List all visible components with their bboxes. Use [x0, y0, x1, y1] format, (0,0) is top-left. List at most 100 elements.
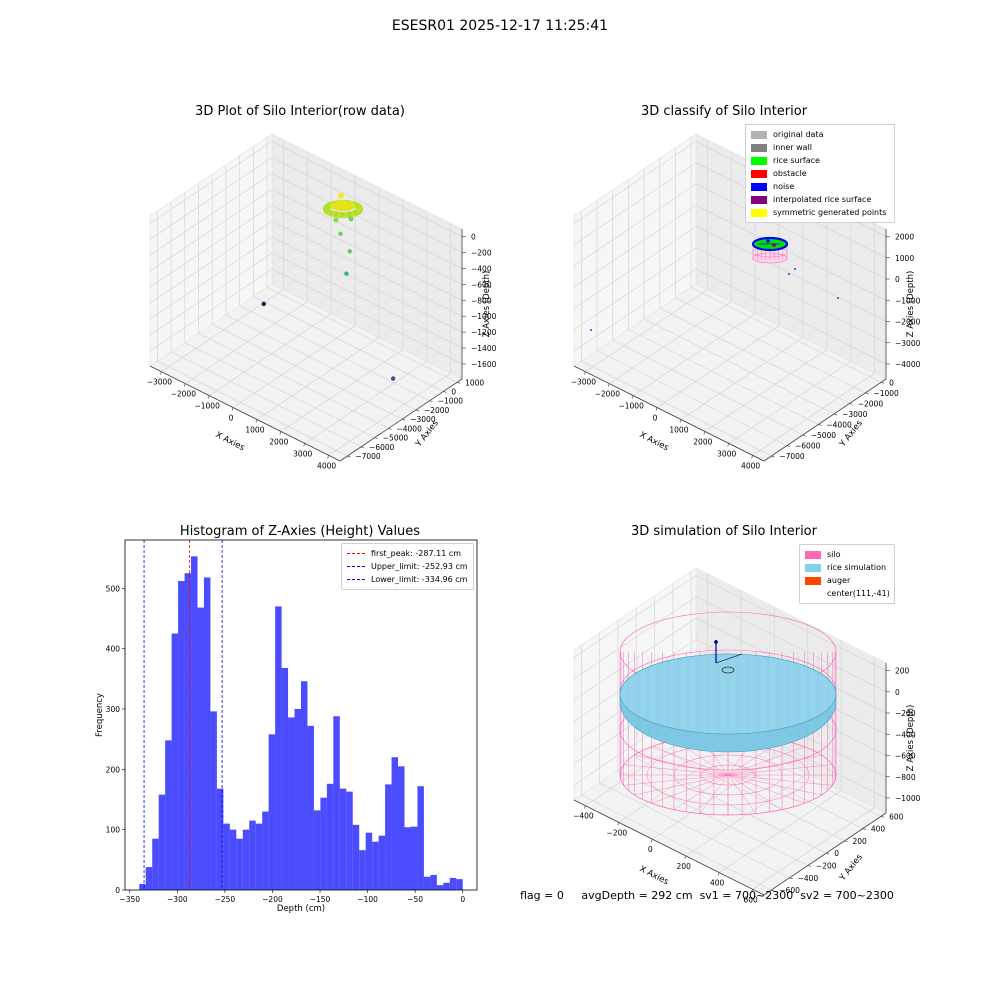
p1-ztick-label: −1000 [471, 312, 497, 321]
histogram-bar [255, 823, 263, 890]
p2-xtick-label: 0 [653, 414, 658, 423]
p4-xtick-label: 600 [743, 895, 758, 904]
histogram-bar [165, 740, 172, 890]
histogram-bar [423, 876, 431, 890]
p4-auger-head [721, 666, 735, 674]
p2-xtick-label: −2000 [595, 390, 621, 399]
legend-entry: rice surface [751, 154, 889, 167]
p2-xtick-mark [608, 383, 610, 387]
legend-entry: silo [805, 548, 889, 561]
p2-gridline [573, 226, 697, 309]
histogram-bar [236, 838, 243, 890]
p1-ytick-label: −4000 [396, 424, 422, 433]
p1-y-axis-line [339, 378, 463, 462]
legend-label: Upper_limit: -252.93 cm [371, 562, 468, 571]
p1-data-point [344, 271, 349, 276]
p2-xlabel: X Axies [638, 430, 671, 453]
p4-gridline [695, 596, 887, 693]
p2-gridline [573, 268, 697, 352]
p2-noise-point [837, 297, 839, 299]
histogram-bar [410, 826, 418, 890]
histogram-bar [216, 788, 224, 890]
p1-ytick-label: −5000 [383, 434, 409, 443]
histogram-bar [307, 725, 314, 890]
histogram-bar [372, 841, 379, 890]
p1-zlabel: Z Axies (Depth) [482, 271, 492, 338]
p2-xtick-mark [631, 395, 634, 399]
p1-ytick-mark [443, 391, 447, 393]
p1-cluster-point [338, 193, 344, 199]
p4-silo-floor-spoke [727, 774, 833, 786]
panel1-title: 3D Plot of Silo Interior(row data) [195, 104, 405, 119]
p2-xtick-label: 2000 [693, 437, 712, 446]
histogram-bar [365, 832, 373, 890]
p4-auger-arm [715, 653, 743, 664]
p4-silo-floor-spoke [673, 774, 729, 810]
p4-ytick-mark [862, 828, 866, 830]
p1-gridline [328, 373, 451, 456]
legend-label: auger [827, 576, 851, 585]
p1-ytick-mark [457, 381, 461, 384]
p2-xtick-mark [751, 455, 753, 459]
sv2-text: sv2 = 700~2300 [800, 889, 894, 902]
histogram-bar [288, 717, 295, 890]
histogram-bar [145, 867, 153, 890]
histogram-bar [430, 874, 437, 890]
p4-xtick-mark [584, 805, 586, 809]
p4-xtick-mark [684, 855, 687, 859]
p2-xtick-label: 3000 [717, 449, 736, 458]
legend-label: silo [827, 550, 841, 559]
p4-zlabel: Z Axies (Depth) [906, 705, 916, 772]
p2-ytick-label: −7000 [779, 452, 805, 461]
p2-y-axis-line [763, 378, 887, 462]
p2-xtick-mark [727, 443, 729, 447]
legend-entry: auger [805, 574, 889, 587]
p1-xtick-label: 1000 [245, 425, 264, 434]
p2-gridline [612, 339, 803, 436]
p1-ytick-label: 1000 [465, 378, 484, 387]
p2-ztick-label: −2000 [895, 318, 921, 327]
p1-gridline [149, 268, 273, 352]
p2-ytick-label: −4000 [826, 420, 852, 429]
p1-gridline [157, 360, 348, 457]
p2-xtick-label: 1000 [669, 425, 688, 434]
p1-ytick-label: −2000 [424, 406, 450, 415]
p1-ztick-label: −1400 [471, 344, 497, 353]
p2-gridline [695, 204, 887, 301]
hist-ytick-label: 500 [106, 584, 121, 593]
p4-ytick-label: −200 [816, 861, 837, 870]
p2-ztick-label: 1000 [895, 254, 914, 263]
histogram-bar [191, 556, 198, 890]
p2-noise-point [766, 239, 770, 243]
p4-xtick-label: −400 [573, 812, 594, 821]
histogram-bar [449, 877, 457, 890]
histogram-bar [184, 573, 192, 890]
p2-gridline [573, 204, 697, 288]
histogram-bar [385, 784, 392, 890]
histogram-bar [326, 783, 334, 890]
legend-swatch [751, 182, 767, 191]
legend-swatch [751, 169, 767, 178]
p4-ztick-label: −400 [895, 730, 916, 739]
histogram-bar [346, 791, 353, 890]
hist-xtick-label: −150 [310, 895, 331, 904]
legend-entry: inner wall [751, 141, 889, 154]
hist-xtick-label: −350 [119, 895, 140, 904]
p2-ytick-label: −2000 [858, 399, 884, 408]
histogram-bar [229, 829, 237, 890]
p2-ztick-label: 2000 [895, 233, 914, 242]
p1-data-point [261, 301, 266, 307]
p2-gridline [695, 183, 887, 280]
p1-ytick-mark [360, 446, 365, 449]
histogram-bar [197, 607, 204, 890]
p4-ytick-mark [844, 840, 848, 843]
hist-frame [124, 539, 478, 891]
histogram-bar [178, 581, 185, 890]
histogram-bar [359, 850, 366, 890]
p1-gridline [149, 189, 273, 272]
hist-xtick-label: −50 [407, 895, 423, 904]
histogram-bar [262, 811, 269, 890]
hist-ytick-label: 400 [106, 645, 121, 654]
hist-xtick-label: −300 [167, 895, 188, 904]
legend-label: first_peak: -287.11 cm [371, 549, 462, 558]
